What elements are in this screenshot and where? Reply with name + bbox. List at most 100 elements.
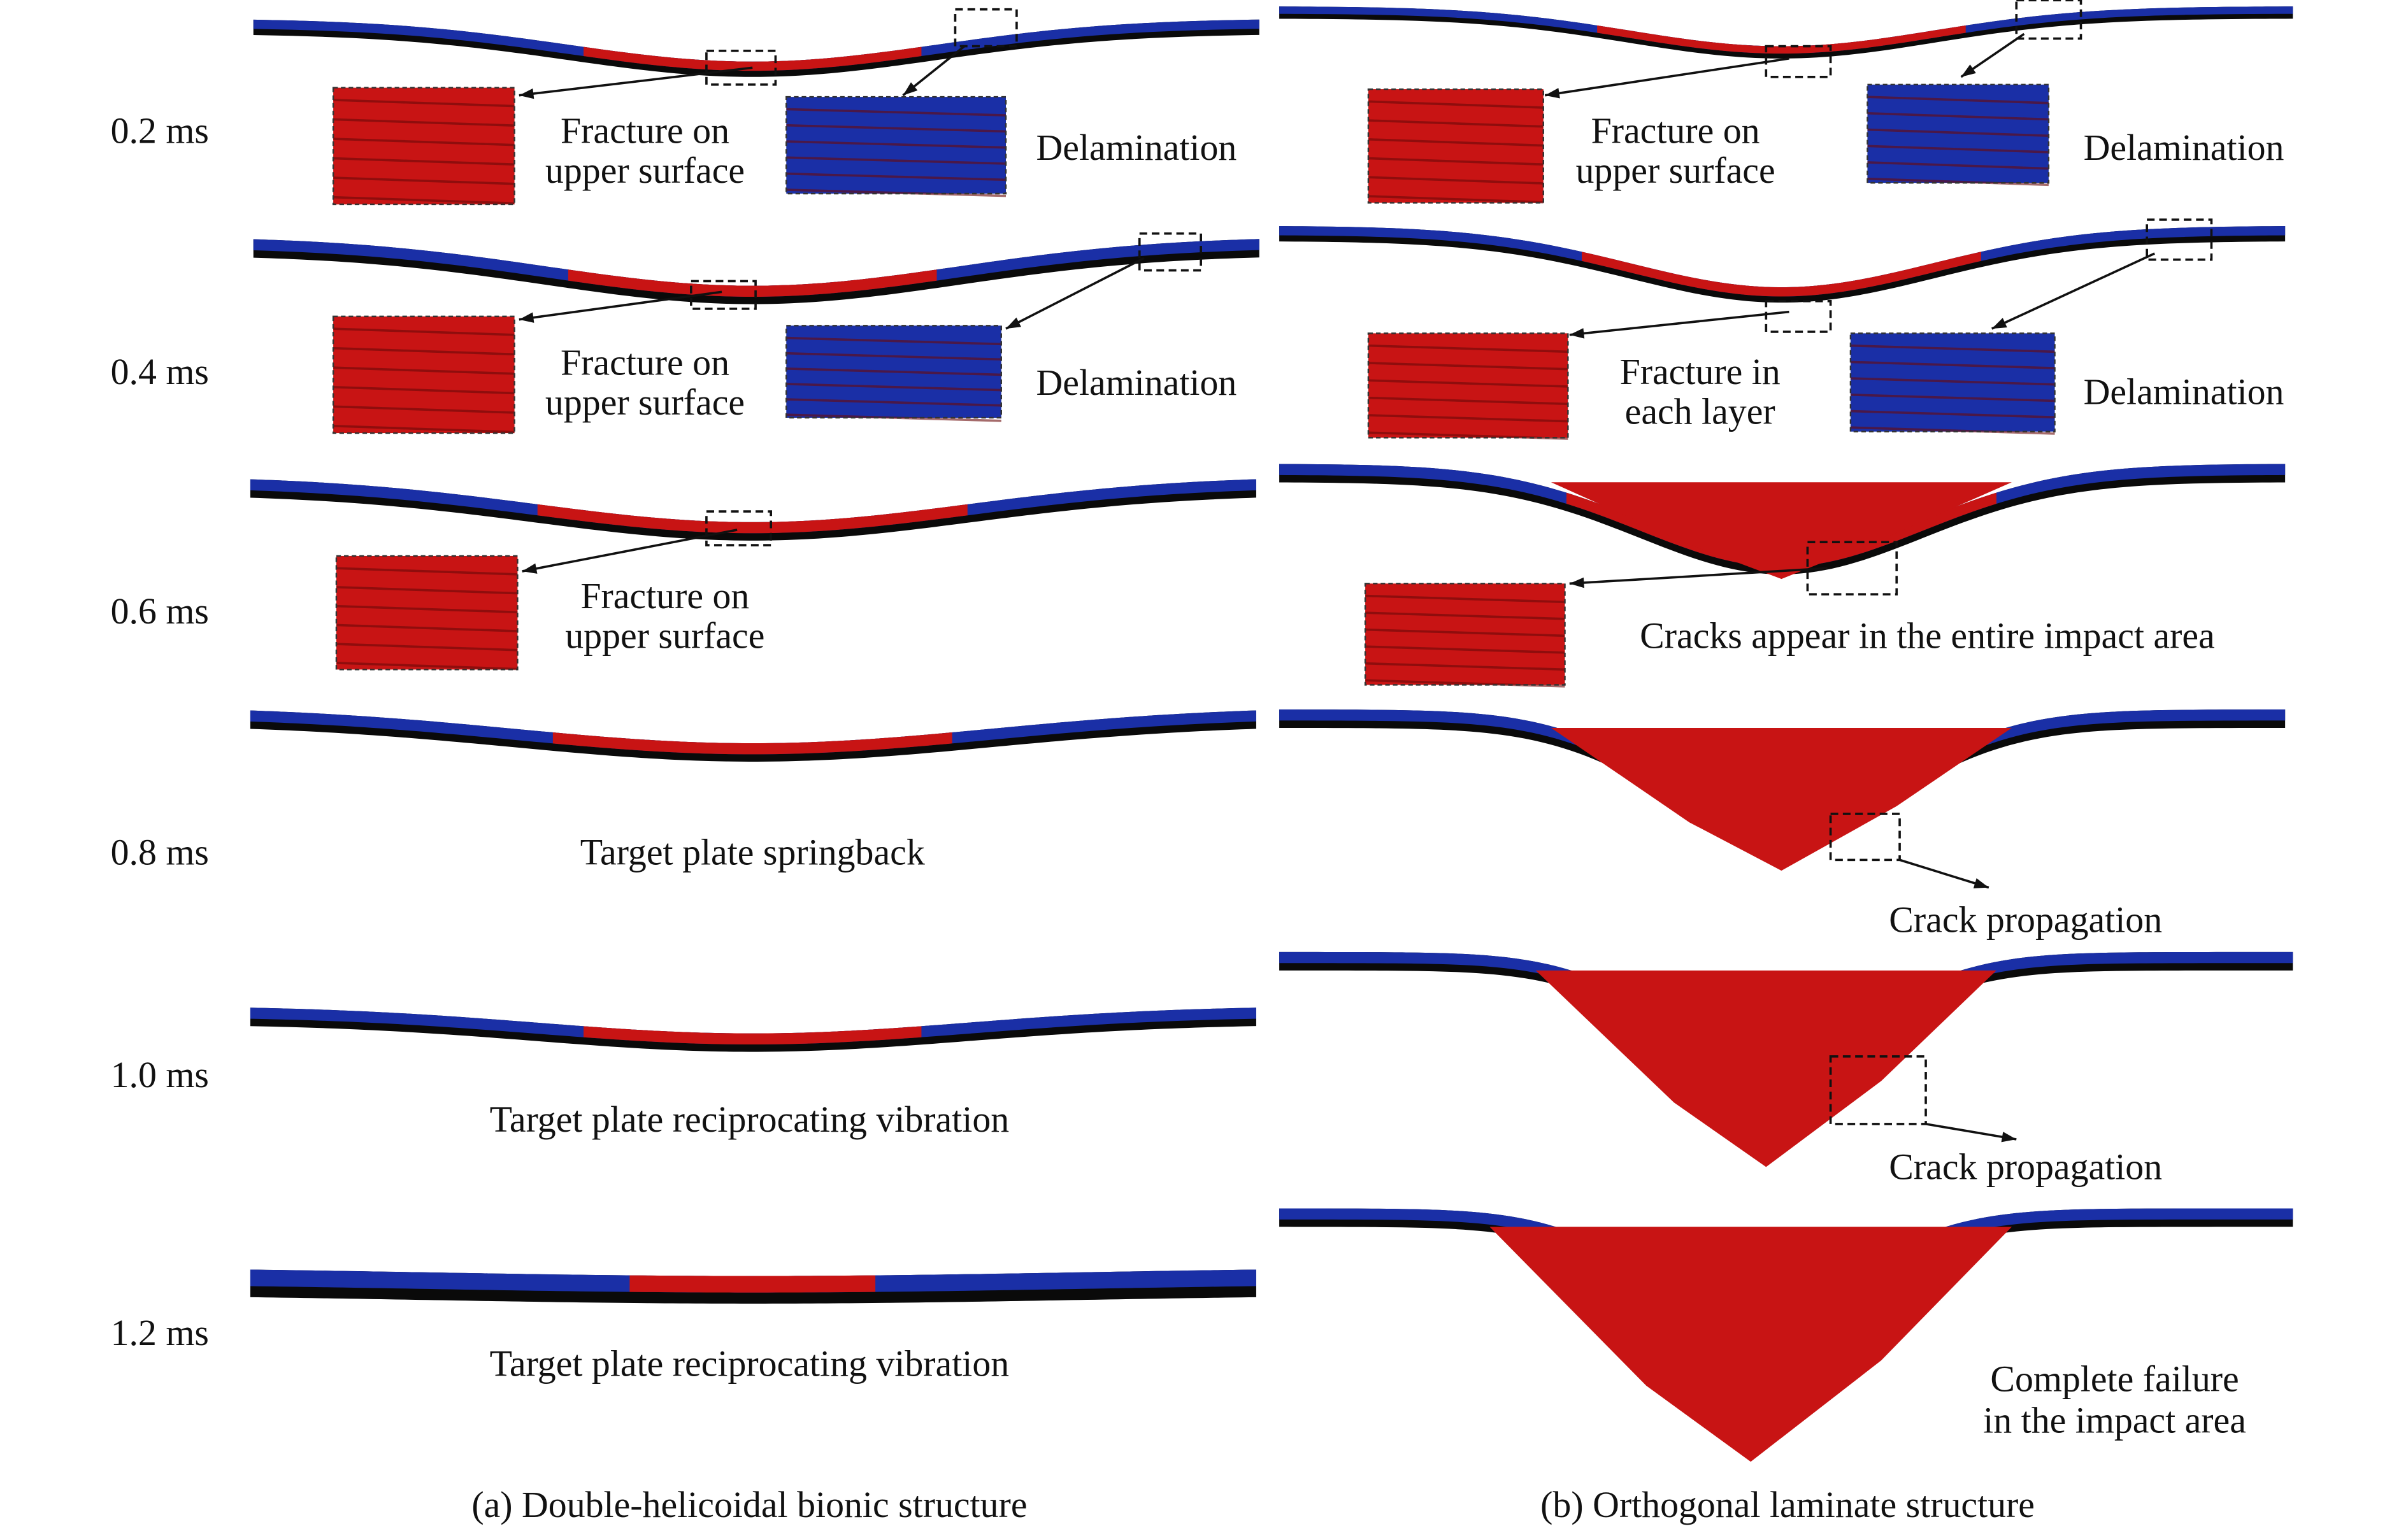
zoom-box — [705, 510, 772, 546]
inset-texture — [333, 196, 515, 205]
annotation: upper surface — [545, 381, 745, 423]
arrow-head — [1569, 577, 1584, 588]
damage-region — [584, 1026, 922, 1045]
annotation: Fracture on — [580, 575, 749, 616]
inset-texture — [786, 367, 1001, 376]
arrow-line — [519, 290, 722, 321]
inset-texture — [333, 405, 515, 414]
inset-texture — [1365, 628, 1565, 637]
damage-region — [1582, 252, 1981, 297]
inset-texture — [336, 643, 518, 652]
inset-border — [1367, 88, 1544, 204]
inset-texture — [1368, 379, 1568, 388]
zoom-box — [1829, 813, 1901, 862]
annotation: Crack propagation — [1889, 899, 2162, 941]
inset-texture — [333, 327, 515, 336]
damage-crater — [1551, 727, 2012, 871]
damage-crater — [1551, 482, 2012, 580]
plate-upper-layer — [253, 239, 1259, 297]
annotation: upper surface — [565, 615, 764, 657]
arrow-head — [1569, 328, 1585, 339]
inset-texture — [336, 604, 518, 614]
plate-bottom-layer — [1279, 709, 2286, 836]
annotation: Target plate reciprocating vibration — [490, 1099, 1010, 1140]
arrow-line — [1569, 567, 1828, 585]
zoom-box — [1806, 541, 1898, 596]
inset-texture — [333, 118, 515, 127]
annotation: Crack propagation — [1889, 1146, 2162, 1188]
damage-region — [552, 732, 952, 755]
annotation: Target plate springback — [580, 831, 925, 872]
arrow-head — [1545, 88, 1560, 99]
damage-crater — [1535, 970, 1996, 1167]
arrow-line — [1899, 858, 1989, 889]
time-label: 1.2 ms — [111, 1312, 209, 1353]
inset-texture — [1867, 177, 2049, 187]
arrow-head — [519, 312, 534, 323]
inset-texture — [1867, 145, 2049, 153]
arrow-head — [2001, 1132, 2017, 1143]
inset-border — [335, 555, 519, 671]
annotation: Fracture on — [561, 110, 729, 151]
damage-crater — [1489, 1227, 2012, 1462]
inset-texture — [1365, 662, 1565, 671]
arrow-head — [519, 88, 534, 99]
plate-upper-layer — [253, 19, 1259, 71]
annotation: Cracks appear in the entire impact area — [1640, 615, 2215, 657]
inset-texture — [1368, 396, 1568, 406]
inset-texture — [1368, 414, 1568, 423]
zoom-box — [2146, 218, 2213, 261]
inset-texture — [786, 352, 1001, 361]
arrow-head — [1006, 317, 1021, 329]
inset-texture — [786, 108, 1007, 117]
time-label: 1.0 ms — [111, 1054, 209, 1095]
inset-texture — [1368, 157, 1544, 166]
inset-texture — [786, 383, 1001, 392]
inset-zoom — [336, 555, 518, 670]
plate-upper-layer — [1279, 226, 2286, 297]
zoom-box — [2015, 0, 2082, 40]
damage-region — [1597, 25, 1966, 54]
time-label: 0.2 ms — [111, 110, 209, 151]
inset-texture — [1850, 409, 2055, 418]
inset-texture — [786, 336, 1001, 346]
inset-texture — [1368, 100, 1544, 109]
annotation: upper surface — [1576, 150, 1775, 191]
annotation: Delamination — [1036, 362, 1237, 403]
inset-texture — [333, 346, 515, 356]
annotation: Complete failure — [1990, 1358, 2239, 1399]
inset-texture — [1867, 96, 2049, 104]
damage-region — [629, 1275, 876, 1293]
time-label: 0.6 ms — [111, 590, 209, 632]
caption-left: (a) Double-helicoidal bionic structure — [471, 1484, 1027, 1525]
arrow-head — [522, 563, 538, 574]
arrow-line — [1569, 310, 1789, 336]
zoom-box — [1138, 232, 1202, 272]
arrow-line — [1005, 257, 1145, 330]
plate-upper-layer — [1279, 951, 2293, 1055]
caption-right: (b) Orthogonal laminate structure — [1540, 1484, 2035, 1525]
inset-texture — [336, 586, 518, 595]
inset-texture — [1850, 344, 2055, 353]
arrow-line — [1544, 57, 1789, 97]
inset-texture — [1850, 394, 2055, 402]
inset-border — [785, 325, 1002, 419]
damage-region — [584, 46, 922, 71]
inset-border — [332, 87, 515, 206]
arrow-line — [1991, 252, 2155, 330]
time-label: 0.4 ms — [111, 351, 209, 392]
zoom-box — [1765, 299, 1832, 333]
inset-texture — [333, 176, 515, 185]
zoom-box — [705, 50, 777, 86]
insets-layer — [332, 0, 2213, 1143]
time-label: 0.8 ms — [111, 831, 209, 872]
inset-texture — [1867, 112, 2049, 121]
inset-texture — [1850, 426, 2055, 435]
arrow-line — [519, 66, 753, 97]
inset-zoom — [1368, 89, 1544, 203]
inset-texture — [333, 385, 515, 395]
inset-texture — [336, 567, 518, 576]
inset-border — [1367, 332, 1569, 439]
inset-texture — [1368, 176, 1544, 185]
inset-texture — [1368, 195, 1544, 204]
